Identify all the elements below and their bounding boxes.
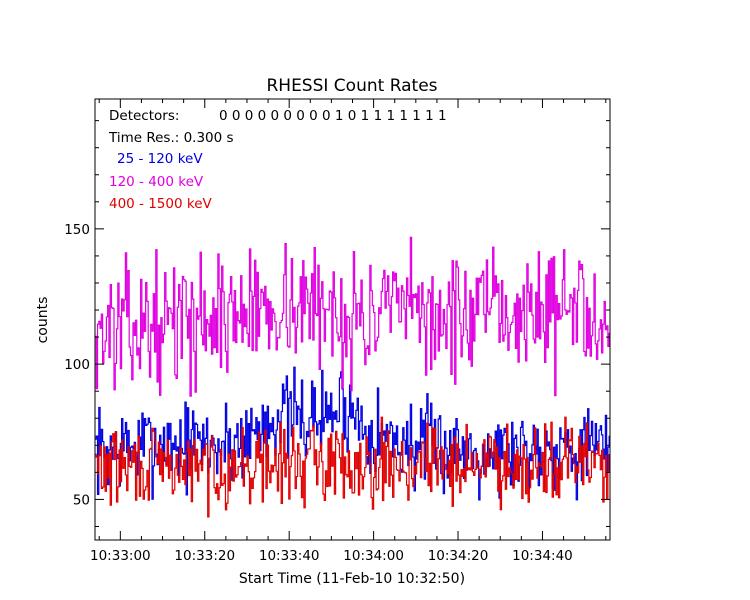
x-tick-label: 10:34:00 (343, 548, 404, 564)
legend-entry-400-1500: 400 - 1500 keV (109, 196, 213, 212)
x-tick-label: 10:33:20 (174, 548, 235, 564)
x-tick-label: 10:34:20 (428, 548, 489, 564)
series-line-0 (95, 366, 610, 501)
x-tick-label: 10:33:00 (90, 548, 151, 564)
series-line-2 (95, 416, 610, 518)
series-line-1 (95, 236, 610, 397)
x-tick-label: 10:34:40 (512, 548, 573, 564)
x-axis-label: Start Time (11-Feb-10 10:32:50) (239, 571, 465, 587)
y-axis-label: counts (35, 297, 51, 344)
legend-entry-25-120: 25 - 120 keV (117, 151, 203, 167)
detectors-value: 0 0 0 0 0 0 0 0 0 1 0 1 1 1 1 1 1 1 (219, 108, 447, 124)
series-layer (95, 236, 610, 518)
tick-layer: 10:33:00 10:33:20 10:33:40 10:34:00 10:34:20… (64, 99, 610, 564)
detectors-label: Detectors: (109, 108, 179, 124)
y-tick-label: 50 (73, 492, 90, 508)
chart-title: RHESSI Count Rates (266, 76, 437, 96)
y-tick-label: 100 (64, 357, 90, 373)
legend-entry-120-400: 120 - 400 keV (109, 174, 204, 190)
x-tick-label: 10:33:40 (259, 548, 320, 564)
y-tick-label: 150 (64, 222, 90, 238)
time-resolution: Time Res.: 0.300 s (108, 130, 234, 146)
